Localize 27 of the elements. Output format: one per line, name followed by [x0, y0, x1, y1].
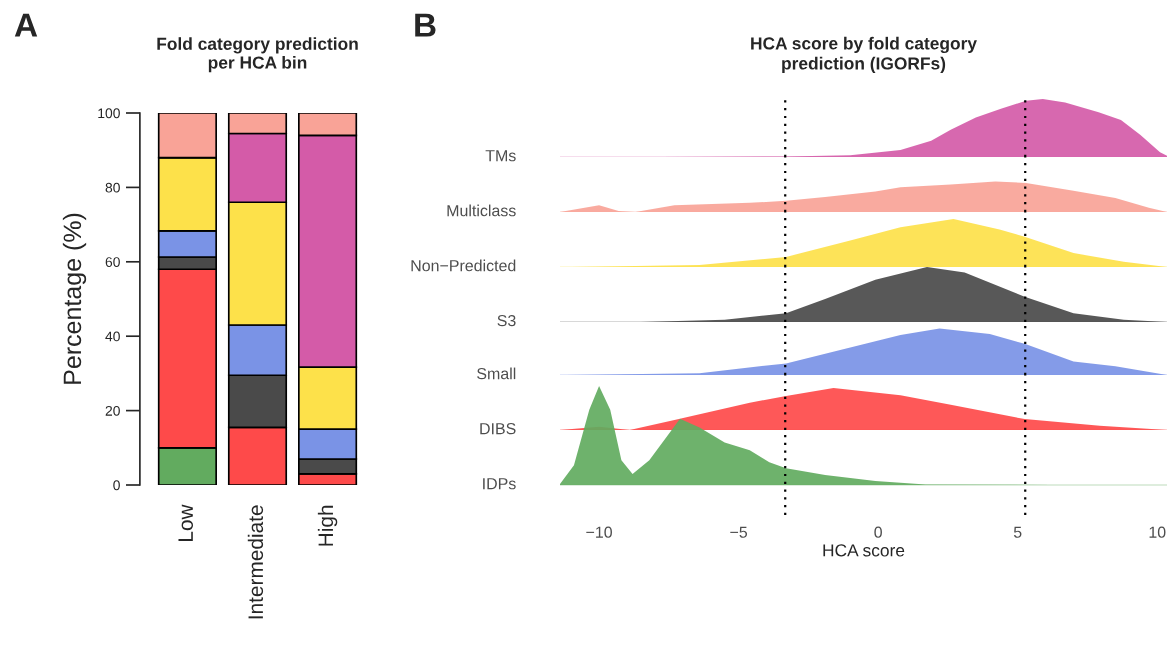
- y-axis-title: Percentage (%): [62, 213, 87, 384]
- y-tick-label: 40: [105, 331, 120, 342]
- text: Multiclass: [447, 204, 516, 217]
- y-tick-label: 60: [105, 257, 120, 267]
- y-tick-label: 100: [98, 108, 120, 119]
- text: Small: [477, 367, 516, 380]
- text: IDPs: [483, 478, 516, 490]
- y-tick-label: 0: [113, 480, 120, 491]
- x-tick-label: High: [317, 505, 338, 546]
- x-tick-label: Intermediate: [247, 505, 264, 619]
- x-tick-label: 0: [874, 526, 882, 538]
- text: A: [14, 13, 38, 37]
- chart-title: Fold category prediction per HCA bin: [157, 37, 358, 73]
- text: S3: [497, 314, 516, 327]
- text: B: [415, 13, 436, 37]
- text: DIBS: [480, 422, 516, 435]
- x-tick-label: −5: [730, 526, 748, 538]
- text: Non−Predicted: [411, 259, 516, 272]
- x-tick-label: 10: [1149, 526, 1166, 538]
- x-tick-label: Low: [178, 504, 194, 541]
- x-tick-label: 5: [1013, 526, 1022, 538]
- x-tick-label: −10: [586, 526, 612, 538]
- x-axis-title: HCA score: [823, 544, 905, 557]
- y-tick-label: 20: [105, 405, 120, 416]
- chart-title: HCA score by fold category prediction (IGORFs): [751, 36, 977, 74]
- y-tick-label: 80: [105, 182, 120, 193]
- text: TMs: [485, 150, 516, 162]
